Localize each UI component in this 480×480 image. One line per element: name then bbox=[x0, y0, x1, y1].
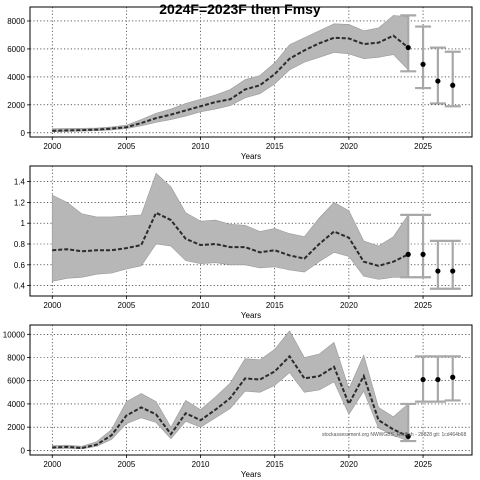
x-tick-label: 2015 bbox=[266, 460, 284, 469]
x-axis-label: Years bbox=[241, 470, 261, 479]
y-tick-label: 1 bbox=[21, 219, 26, 228]
projection-point bbox=[420, 61, 426, 67]
x-tick-label: 2010 bbox=[192, 460, 210, 469]
x-tick-label: 2015 bbox=[266, 301, 284, 310]
projection-point bbox=[435, 268, 441, 274]
y-tick-label: 2000 bbox=[7, 423, 25, 432]
chart-title: 2024F=2023F then Fmsy bbox=[159, 1, 321, 17]
projection-point bbox=[450, 374, 456, 380]
y-tick-label: 8000 bbox=[7, 17, 25, 26]
projection-point bbox=[405, 251, 411, 257]
y-tick-label: 10000 bbox=[3, 330, 26, 339]
projection-point bbox=[450, 268, 456, 274]
y-tick-label: 6000 bbox=[7, 377, 25, 386]
projection-point bbox=[420, 251, 426, 257]
x-tick-label: 2000 bbox=[43, 460, 61, 469]
y-tick-label: 0.4 bbox=[14, 282, 26, 291]
panel-f: 2000 2005 2010 2015 2020 2025 0.4 0.6 0.8 1 1.2 1.4… bbox=[14, 165, 473, 320]
x-tick-label: 2020 bbox=[340, 301, 358, 310]
y-tick-label: 1.4 bbox=[14, 178, 26, 187]
y-tick-label: 0.8 bbox=[14, 240, 26, 249]
x-tick-label: 2025 bbox=[414, 142, 432, 151]
x-tick-label: 2025 bbox=[414, 301, 432, 310]
y-tick-label: 0 bbox=[21, 129, 26, 138]
projection-point bbox=[420, 376, 426, 383]
y-tick-label: 2000 bbox=[7, 101, 25, 110]
x-tick-label: 2025 bbox=[414, 460, 432, 469]
projection-point bbox=[405, 44, 411, 51]
y-tick-label: 4000 bbox=[7, 400, 25, 409]
projection-point bbox=[435, 376, 441, 383]
y-tick-label: 0 bbox=[21, 446, 26, 455]
confidence-band bbox=[51, 172, 409, 282]
x-tick-label: 2000 bbox=[43, 301, 61, 310]
projection-point bbox=[435, 78, 441, 84]
plot-frame bbox=[29, 324, 473, 456]
x-tick-label: 2020 bbox=[340, 460, 358, 469]
y-tick-label: 1.2 bbox=[14, 198, 26, 207]
plot-frame bbox=[29, 165, 473, 297]
x-tick-label: 2020 bbox=[340, 142, 358, 151]
estimate-line bbox=[52, 34, 409, 132]
plot-frame bbox=[29, 6, 473, 138]
x-axis-label: Years bbox=[241, 152, 261, 161]
x-tick-label: 2000 bbox=[43, 142, 61, 151]
x-tick-label: 2015 bbox=[266, 142, 284, 151]
x-tick-label: 2005 bbox=[118, 460, 136, 469]
watermark-text: stockassessment.org NWWGBS_Redfish - 288… bbox=[322, 432, 466, 438]
projection-point bbox=[450, 82, 456, 88]
x-tick-label: 2005 bbox=[118, 142, 136, 151]
projection-point bbox=[405, 433, 411, 440]
x-tick-label: 2010 bbox=[192, 142, 210, 151]
y-tick-label: 6000 bbox=[7, 45, 25, 54]
estimate-line bbox=[52, 354, 409, 450]
y-tick-label: 0.6 bbox=[14, 261, 26, 270]
panel-catch: 2000 2005 2010 2015 2020 2025 0 2000 4000 6000 800… bbox=[3, 324, 473, 479]
panel-ssb: 2000 2005 2010 2015 2020 2025 0 2000 4000 6000 800… bbox=[7, 6, 473, 161]
x-axis-label: Years bbox=[241, 311, 261, 320]
estimate-line bbox=[52, 211, 409, 267]
x-tick-label: 2010 bbox=[192, 301, 210, 310]
y-tick-label: 8000 bbox=[7, 354, 25, 363]
y-tick-label: 4000 bbox=[7, 73, 25, 82]
confidence-band bbox=[51, 15, 409, 132]
x-tick-label: 2005 bbox=[118, 301, 136, 310]
